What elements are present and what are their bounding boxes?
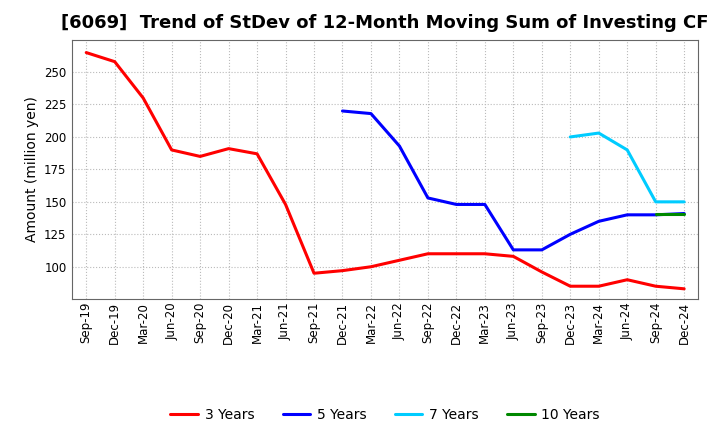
7 Years [566,134,575,139]
3 Years [82,50,91,55]
5 Years [652,212,660,217]
5 Years [452,202,461,207]
3 Years [452,251,461,257]
7 Years [623,147,631,153]
3 Years [652,284,660,289]
Y-axis label: Amount (million yen): Amount (million yen) [24,96,38,242]
3 Years [253,151,261,157]
3 Years [282,202,290,207]
7 Years [652,199,660,205]
7 Years [680,199,688,205]
5 Years [680,211,688,216]
3 Years [423,251,432,257]
3 Years [167,147,176,153]
3 Years [110,59,119,64]
Line: 5 Years: 5 Years [343,111,684,250]
Title: [6069]  Trend of StDev of 12-Month Moving Sum of Investing CF: [6069] Trend of StDev of 12-Month Moving… [61,15,709,33]
5 Years [395,143,404,149]
10 Years [680,211,688,216]
3 Years [196,154,204,159]
3 Years [338,268,347,273]
3 Years [509,254,518,259]
5 Years [338,108,347,114]
5 Years [423,195,432,201]
5 Years [509,247,518,253]
5 Years [623,212,631,217]
3 Years [680,286,688,291]
3 Years [395,258,404,263]
3 Years [139,95,148,101]
3 Years [537,269,546,275]
Line: 3 Years: 3 Years [86,52,684,289]
3 Years [366,264,375,269]
3 Years [595,284,603,289]
Line: 7 Years: 7 Years [570,133,684,202]
3 Years [310,271,318,276]
5 Years [480,202,489,207]
3 Years [566,284,575,289]
5 Years [595,219,603,224]
10 Years [652,211,660,216]
5 Years [566,231,575,237]
7 Years [595,130,603,136]
5 Years [366,111,375,116]
3 Years [480,251,489,257]
3 Years [623,277,631,282]
5 Years [537,247,546,253]
Legend: 3 Years, 5 Years, 7 Years, 10 Years: 3 Years, 5 Years, 7 Years, 10 Years [165,402,606,427]
3 Years [225,146,233,151]
